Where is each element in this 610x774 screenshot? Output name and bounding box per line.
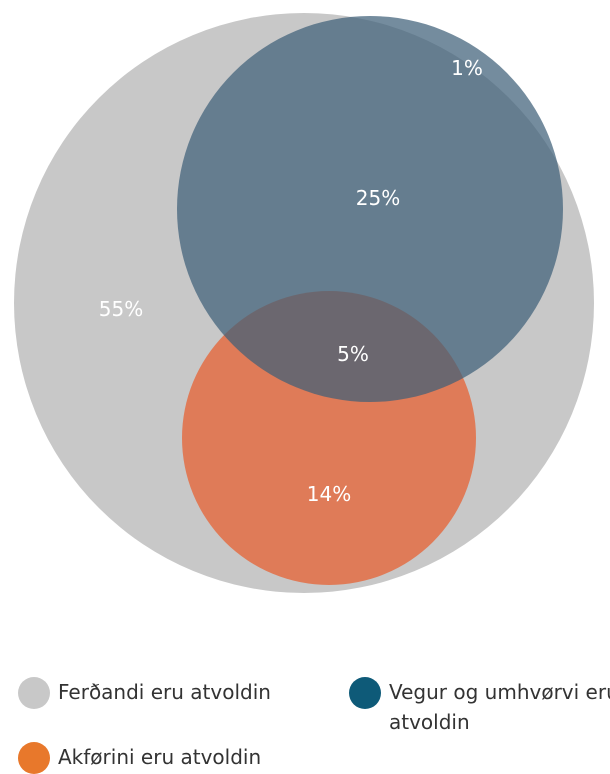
- legend-swatch-vehicles: [18, 742, 50, 774]
- legend-item-vehicles: Akførini eru atvoldin: [18, 742, 261, 774]
- legend-swatch-road-environment: [349, 677, 381, 709]
- legend-item-road-environment: Vegur og umhvørvi eru atvoldin: [349, 677, 610, 737]
- legend-label-vehicles: Akførini eru atvoldin: [58, 745, 262, 769]
- region-label-travelers-road: 25%: [356, 186, 400, 210]
- legend-swatch-travelers: [18, 677, 50, 709]
- legend-label-travelers: Ferðandi eru atvoldin: [58, 680, 271, 704]
- region-label-travelers-only: 55%: [99, 297, 143, 321]
- circle-road-environment: [177, 16, 563, 402]
- legend-item-travelers: Ferðandi eru atvoldin: [18, 677, 271, 709]
- region-label-all-three: 5%: [337, 342, 369, 366]
- venn-diagram: 55% 25% 1% 5% 14%: [14, 13, 594, 593]
- legend-label-road-environment: Vegur og umhvørvi eru atvoldin: [389, 680, 610, 734]
- region-label-road-only: 1%: [451, 56, 483, 80]
- region-label-travelers-vehicles: 14%: [307, 482, 351, 506]
